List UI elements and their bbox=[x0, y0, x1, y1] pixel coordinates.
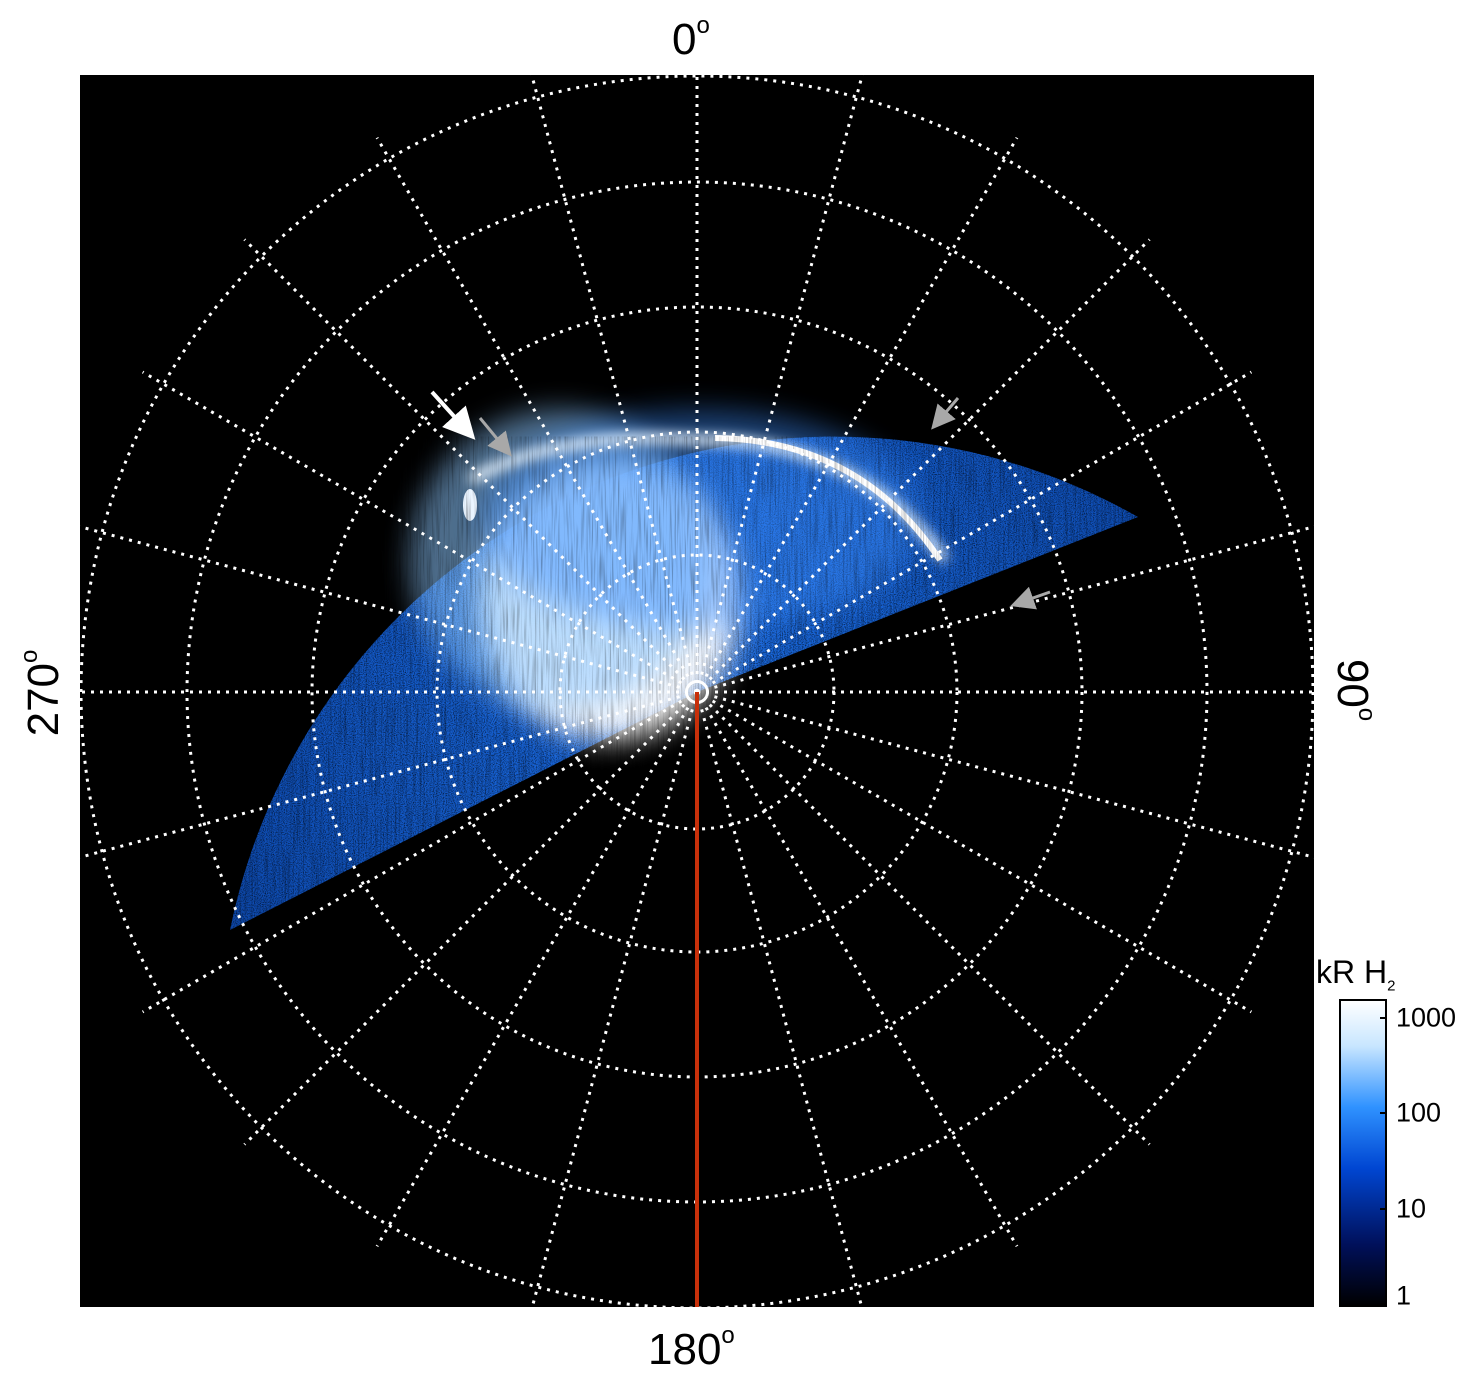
colorbar-tick-label: 10 bbox=[1396, 1193, 1427, 1224]
colorbar-unit: kR H bbox=[1316, 954, 1388, 990]
gray-arrow bbox=[478, 417, 512, 457]
grid-spoke bbox=[695, 75, 864, 693]
gray-arrow bbox=[931, 397, 960, 430]
grid-spoke bbox=[141, 690, 698, 1014]
angle-label-bottom: 180o bbox=[648, 1324, 735, 1374]
longitude-grid bbox=[80, 75, 1314, 1307]
grid-spoke bbox=[695, 238, 1151, 694]
grid-spoke bbox=[695, 691, 864, 1307]
annotation-arrows bbox=[430, 390, 1051, 610]
grid-spoke bbox=[695, 691, 1019, 1248]
colorbar-tick-label: 100 bbox=[1396, 1097, 1442, 1128]
grid-spoke bbox=[375, 691, 699, 1248]
grid-spoke bbox=[696, 690, 1253, 1014]
colorbar-tick-label: 1 bbox=[1396, 1280, 1412, 1311]
gray-arrow bbox=[1010, 586, 1051, 610]
white-arrow bbox=[430, 390, 476, 440]
grid-spoke bbox=[80, 525, 698, 694]
grid-spoke bbox=[243, 238, 699, 694]
angle-label-left: 270o bbox=[16, 650, 68, 737]
colorbar-title: kR H2 bbox=[1316, 956, 1395, 993]
grid-spoke bbox=[696, 525, 1314, 694]
colorbar bbox=[1339, 999, 1387, 1307]
grid-spoke bbox=[695, 690, 1151, 1146]
angle-value: 90 bbox=[1328, 658, 1377, 708]
angle-label-right: 90o bbox=[1328, 658, 1380, 721]
angle-value: 0 bbox=[672, 15, 697, 64]
angle-value: 180 bbox=[648, 1325, 722, 1374]
angle-label-top: 0o bbox=[672, 14, 710, 64]
grid-spoke bbox=[696, 690, 1314, 859]
degree-symbol: o bbox=[1353, 707, 1380, 722]
grid-spoke bbox=[530, 691, 699, 1307]
grid-spoke bbox=[375, 136, 699, 693]
colorbar-unit-subscript: 2 bbox=[1387, 977, 1396, 995]
grid-spoke bbox=[695, 136, 1019, 693]
degree-symbol: o bbox=[721, 1322, 735, 1349]
degree-symbol: o bbox=[696, 12, 710, 39]
colorbar-tick-label: 1000 bbox=[1396, 1002, 1457, 1033]
degree-symbol: o bbox=[16, 649, 43, 663]
grid-spoke bbox=[530, 75, 699, 693]
auroral-emission-map bbox=[230, 410, 1138, 930]
grid-spoke bbox=[80, 690, 698, 859]
colorbar-scale bbox=[1339, 999, 1387, 1307]
grid-spoke bbox=[141, 370, 698, 694]
grid-spoke bbox=[696, 370, 1253, 694]
grid-spoke bbox=[243, 690, 699, 1146]
angle-value: 270 bbox=[19, 662, 68, 737]
